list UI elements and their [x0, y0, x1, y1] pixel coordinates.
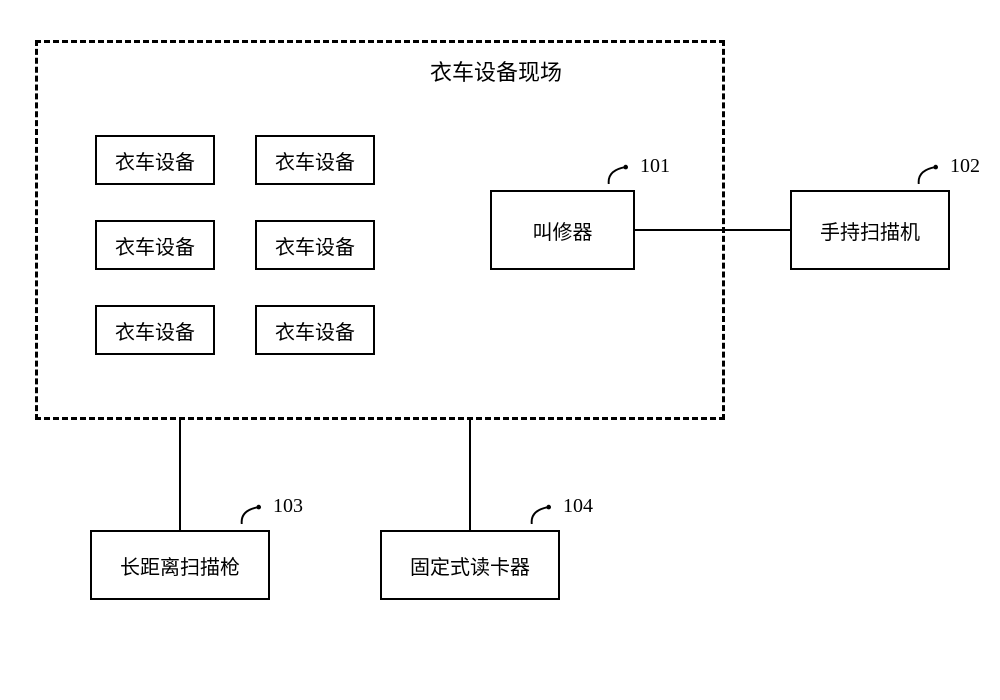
callout-label: 102	[950, 155, 980, 178]
edge-caller-to-scanner	[635, 229, 790, 231]
equipment-box: 衣车设备	[255, 305, 375, 355]
fixed-reader-node: 固定式读卡器	[380, 530, 560, 600]
callout-label: 104	[563, 495, 593, 518]
handheld-scanner-node: 手持扫描机	[790, 190, 950, 270]
equipment-box: 衣车设备	[255, 135, 375, 185]
edge-region-to-longrange	[179, 420, 181, 530]
long-range-scanner-node: 长距离扫描枪	[90, 530, 270, 600]
callout-label: 103	[273, 495, 303, 518]
callout-line-icon	[602, 164, 634, 184]
equipment-box: 衣车设备	[95, 305, 215, 355]
callout-label: 101	[640, 155, 670, 178]
equipment-box: 衣车设备	[255, 220, 375, 270]
region-title: 衣车设备现场	[430, 55, 562, 87]
edge-region-to-fixedreader	[469, 420, 471, 530]
equipment-box: 衣车设备	[95, 135, 215, 185]
callout-line-icon	[235, 504, 267, 524]
repair-caller-node: 叫修器	[490, 190, 635, 270]
callout-line-icon	[525, 504, 557, 524]
equipment-box: 衣车设备	[95, 220, 215, 270]
callout-line-icon	[912, 164, 944, 184]
